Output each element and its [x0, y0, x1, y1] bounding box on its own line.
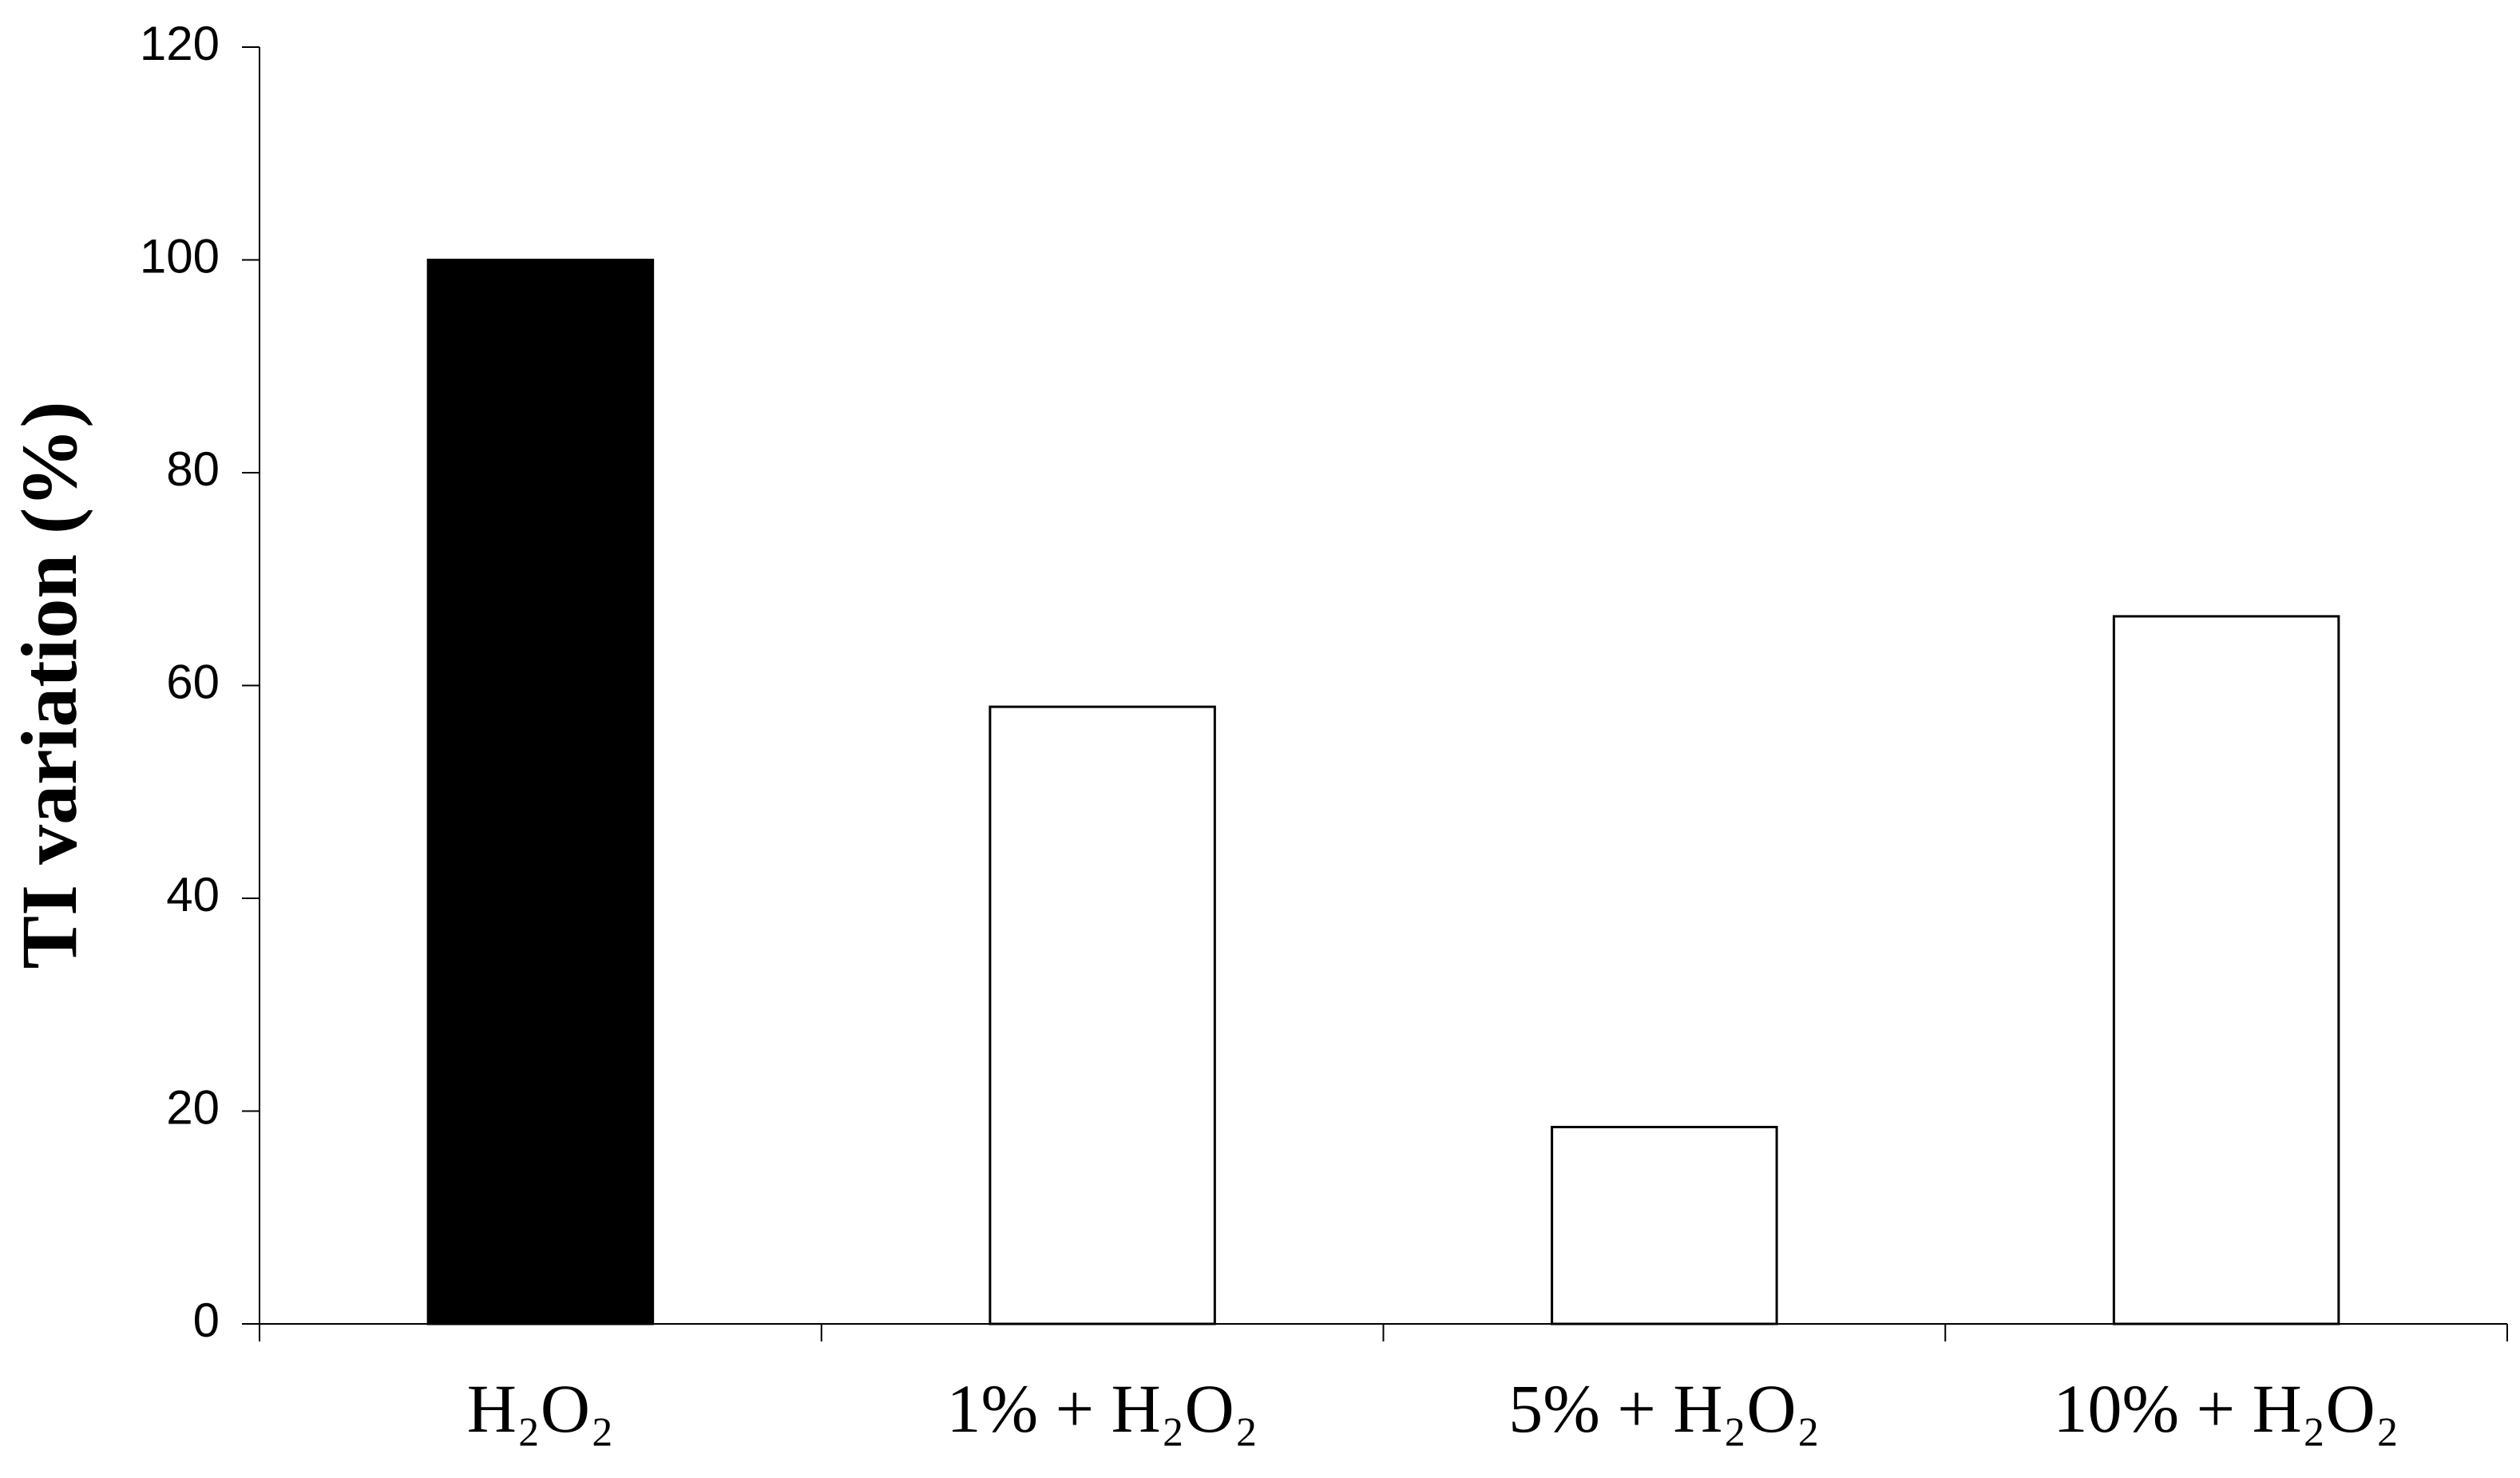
- bar: [2112, 615, 2340, 1325]
- y-tick-label: 0: [193, 1294, 220, 1347]
- bar: [426, 259, 655, 1325]
- y-tick-label: 60: [166, 655, 220, 708]
- y-tick-label: 40: [166, 868, 220, 921]
- y-axis-label: TI variation (%): [5, 401, 93, 969]
- y-tick-label: 20: [166, 1080, 220, 1134]
- x-tick-label: H₂O₂: [467, 1370, 614, 1447]
- x-tick-label: 10% + H₂O₂: [2053, 1370, 2399, 1447]
- bar: [989, 705, 1216, 1325]
- y-tick-label: 120: [140, 17, 220, 70]
- bar: [1551, 1125, 1778, 1325]
- y-tick-label: 100: [140, 229, 220, 283]
- x-tick-label: 1% + H₂O₂: [946, 1370, 1258, 1447]
- y-tick-label: 80: [166, 442, 220, 496]
- x-tick-label: 5% + H₂O₂: [1508, 1370, 1820, 1447]
